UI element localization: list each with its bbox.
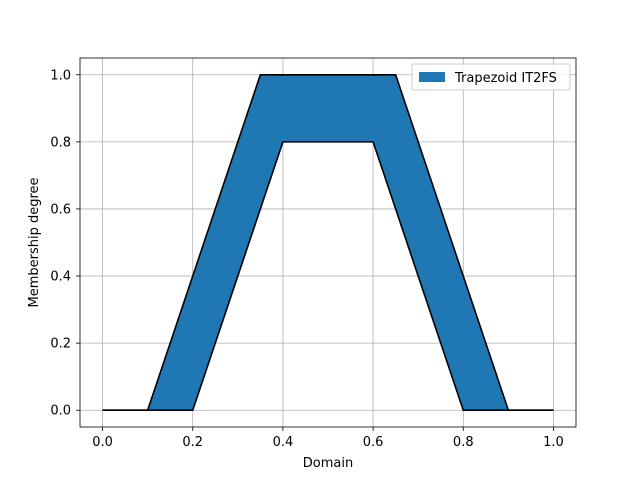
plot-frame (79, 57, 577, 428)
x-tick-label: 0.8 (453, 435, 474, 450)
y-tick-label: 0.8 (50, 135, 71, 150)
y-tick-label: 1.0 (50, 68, 71, 83)
legend-swatch (419, 72, 445, 82)
x-tick-label: 1.0 (543, 435, 564, 450)
legend-entry: Trapezoid IT2FS (454, 71, 557, 86)
x-tick-label: 0.6 (363, 435, 384, 450)
legend-box (411, 63, 571, 91)
x-tick-label: 0.2 (182, 435, 203, 450)
legend: Trapezoid IT2FS (411, 63, 571, 91)
y-tick-label: 0.0 (50, 404, 71, 419)
y-axis-label: Membership degree (27, 177, 42, 307)
x-tick-label: 0.0 (92, 435, 113, 450)
ticks: 0.0 0.2 0.4 0.6 0.8 1.0 0.0 0.2 0.4 0.6 0.8 1.0 (50, 68, 563, 450)
y-tick-label: 0.4 (50, 270, 71, 285)
lower-membership-line (102, 141, 554, 412)
series-fill-band (102, 74, 554, 411)
x-axis-label: Domain (303, 456, 353, 471)
x-tick-label: 0.4 (273, 435, 294, 450)
y-tick-label: 0.6 (50, 202, 71, 217)
y-tick-label: 0.2 (50, 337, 71, 352)
series-layer (102, 73, 554, 412)
